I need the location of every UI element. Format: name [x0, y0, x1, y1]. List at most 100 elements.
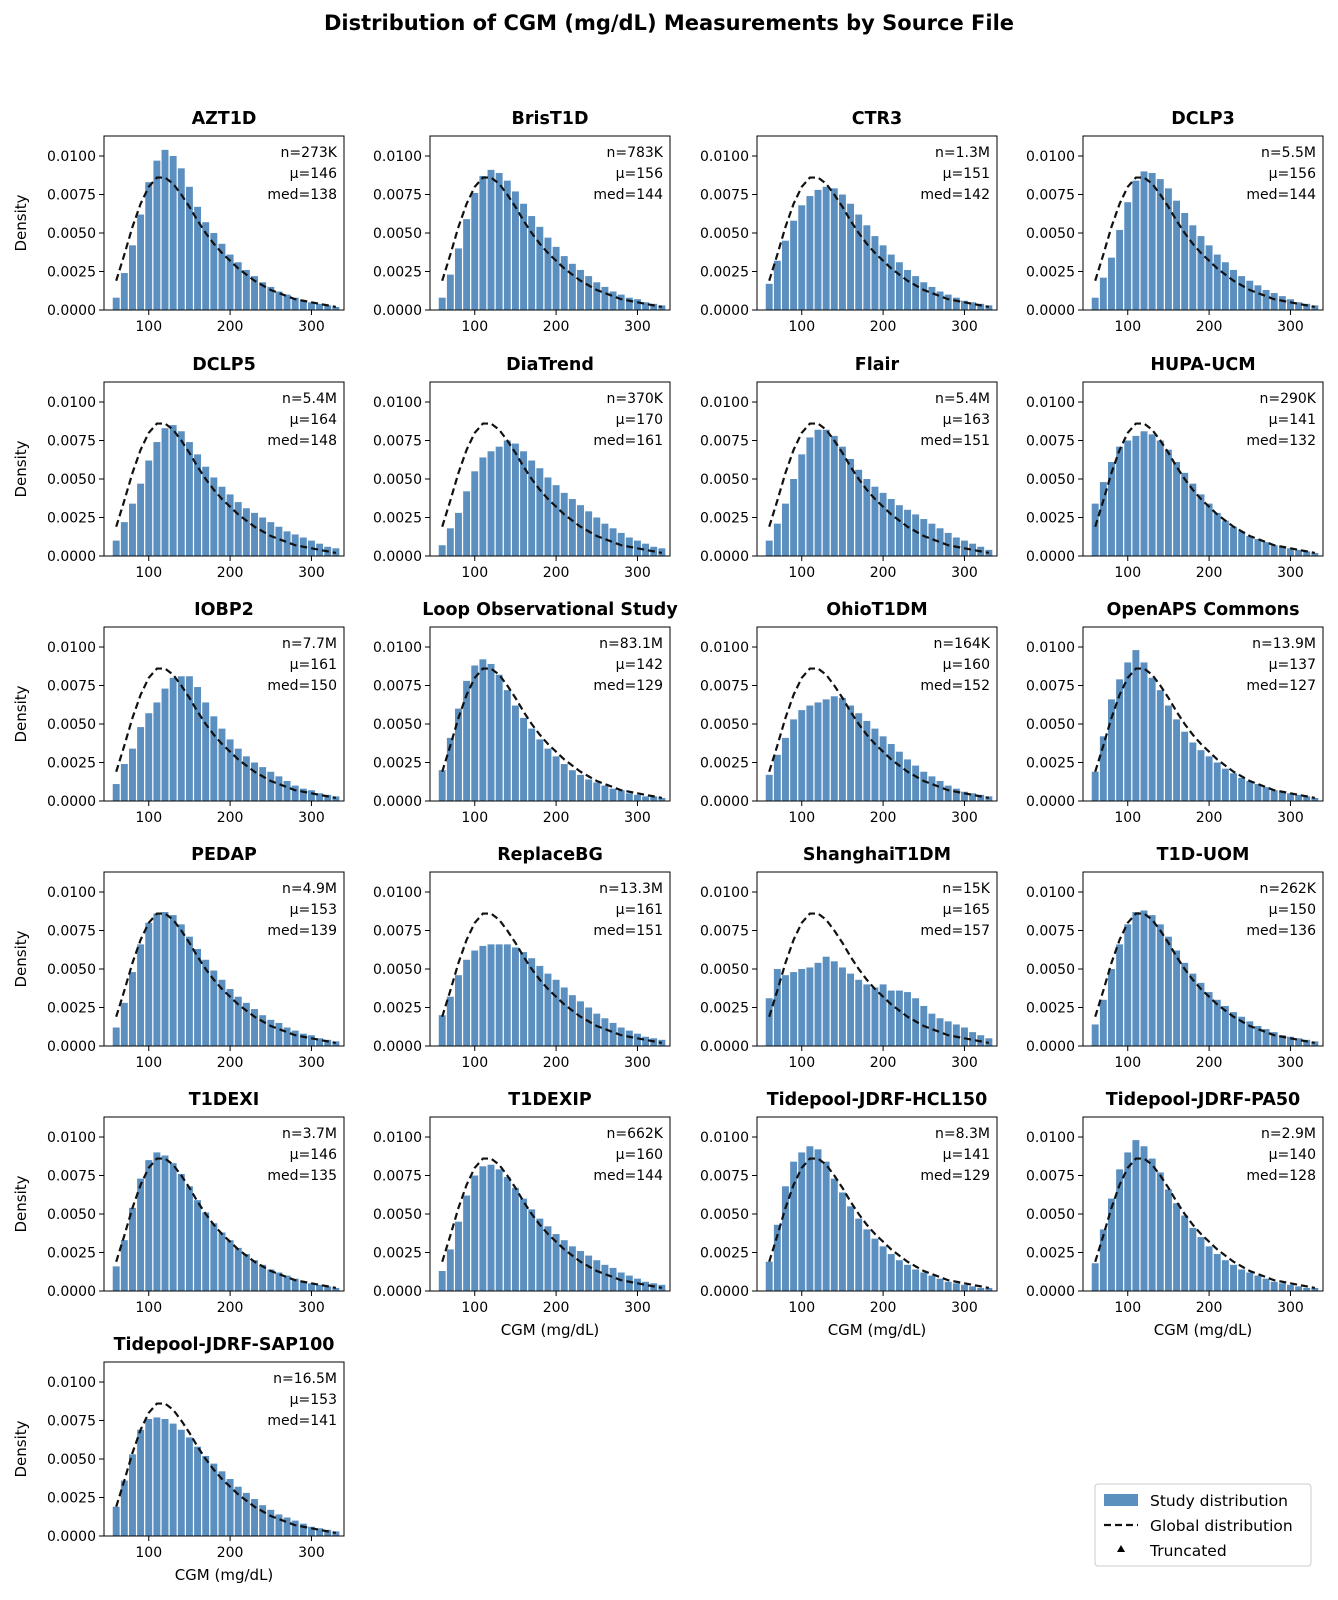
histogram-bar: [895, 751, 903, 801]
histogram-bar: [495, 1169, 503, 1291]
panel-6: DiaTrend 0.0000 0.0025 0.0050 0.0075 0.0100 10…: [373, 355, 671, 581]
histogram-bar: [1148, 172, 1156, 310]
histogram-bar: [1287, 793, 1294, 801]
x-tick-label: 300: [951, 1300, 978, 1316]
histogram-bar: [969, 302, 977, 310]
histogram-bar: [1246, 1021, 1254, 1046]
histogram-bar: [291, 785, 299, 801]
stat-n: n=4.9M: [282, 881, 337, 897]
histogram-bar: [267, 522, 275, 556]
histogram-bar: [1287, 1284, 1294, 1291]
histogram-bar: [928, 1275, 936, 1291]
histogram-bar: [1108, 1198, 1115, 1291]
histogram-bar: [1205, 1246, 1213, 1291]
histogram-bar: [838, 446, 846, 556]
histogram-bar: [806, 967, 814, 1046]
y-tick-label: 0.0050: [373, 1207, 422, 1223]
histogram-bar: [1262, 787, 1270, 801]
histogram-bar: [226, 989, 234, 1046]
histogram-bar: [137, 1429, 145, 1536]
histogram-bar: [455, 1221, 462, 1291]
histogram-bar: [1140, 431, 1148, 556]
histogram-bar: [1181, 472, 1189, 556]
x-tick-label: 200: [543, 565, 570, 581]
histogram-bar: [275, 526, 283, 556]
x-tick-label: 300: [1277, 1055, 1304, 1071]
histogram-bar: [177, 168, 185, 310]
histogram-bar: [129, 972, 136, 1046]
y-tick-label: 0.0050: [700, 717, 749, 733]
histogram-bar: [299, 300, 307, 310]
histogram-bar: [487, 663, 495, 801]
histogram-bar: [879, 245, 887, 310]
y-tick-label: 0.0075: [700, 188, 749, 204]
histogram-bar: [528, 728, 536, 801]
stat-n: n=83.1M: [599, 636, 663, 652]
histogram-bar: [1189, 742, 1197, 801]
histogram-bar: [218, 728, 226, 801]
x-tick-label: 300: [1277, 1300, 1304, 1316]
histogram-bar: [1156, 440, 1164, 556]
histogram-bar: [1140, 171, 1148, 310]
y-tick-label: 0.0075: [1026, 188, 1075, 204]
axes-frame: [1082, 871, 1324, 1047]
histogram-bar: [863, 720, 871, 801]
x-tick-label: 300: [951, 319, 978, 335]
y-tick-label: 0.0025: [47, 511, 96, 527]
histogram-bar: [585, 1255, 593, 1291]
histogram-bar: [169, 677, 177, 801]
stat-median: med=128: [1246, 1168, 1316, 1184]
histogram-bar: [1303, 1287, 1311, 1291]
histogram-bar: [920, 282, 928, 310]
y-tick-label: 0.0050: [1026, 1207, 1075, 1223]
x-tick-label: 200: [870, 1300, 897, 1316]
x-axis-label: CGM (mg/dL): [175, 1566, 274, 1584]
stat-mean: μ=150: [1269, 902, 1316, 918]
histogram-bar: [520, 1198, 528, 1291]
axes-frame: [103, 626, 345, 802]
histogram-bar: [120, 1002, 128, 1046]
panel-title: PEDAP: [191, 845, 257, 865]
histogram-bar: [855, 979, 863, 1046]
histogram-bar: [463, 680, 471, 801]
legend-study-swatch: [1104, 1494, 1138, 1506]
histogram-bar: [511, 705, 519, 801]
x-tick-label: 200: [217, 1055, 244, 1071]
y-tick-label: 0.0100: [1026, 149, 1075, 165]
stat-n: n=5.4M: [935, 391, 990, 407]
stat-median: med=148: [267, 433, 337, 449]
histogram-bar: [1230, 1012, 1237, 1046]
stat-median: med=144: [593, 1168, 663, 1184]
histogram-bar: [952, 297, 960, 310]
histogram-bar: [218, 1232, 226, 1291]
histogram-bar: [1270, 1281, 1278, 1291]
histogram-bar: [577, 505, 584, 556]
histogram-bar: [1189, 973, 1197, 1046]
histogram-bar: [210, 716, 218, 801]
stat-median: med=144: [1246, 187, 1316, 203]
histogram-bar: [291, 297, 299, 310]
histogram-bar: [773, 523, 781, 556]
panel-15: ShanghaiT1DM 0.0000 0.0025 0.0050 0.0075 0.01…: [700, 845, 998, 1071]
y-tick-label: 0.0025: [47, 756, 96, 772]
histogram-bar: [194, 1200, 202, 1291]
histogram-bar: [1116, 944, 1124, 1046]
histogram-bar: [291, 1520, 299, 1536]
histogram-bar: [625, 297, 633, 310]
y-tick-label: 0.0050: [700, 962, 749, 978]
y-tick-label: 0.0075: [47, 188, 96, 204]
histogram-bar: [895, 1260, 903, 1291]
histogram-bar: [487, 944, 495, 1046]
histogram-bar: [765, 1261, 773, 1291]
histogram-bar: [1254, 539, 1262, 556]
histogram-bar: [503, 944, 511, 1046]
histogram-bar: [1262, 1029, 1270, 1046]
y-tick-label: 0.0050: [700, 472, 749, 488]
stat-mean: μ=156: [616, 166, 663, 182]
histogram-bar: [544, 1226, 552, 1291]
y-axis-label: Density: [12, 440, 30, 497]
histogram-bar: [463, 491, 471, 556]
y-tick-label: 0.0000: [47, 794, 96, 810]
histogram-bar: [1124, 202, 1132, 310]
histogram-bar: [1156, 1172, 1164, 1291]
